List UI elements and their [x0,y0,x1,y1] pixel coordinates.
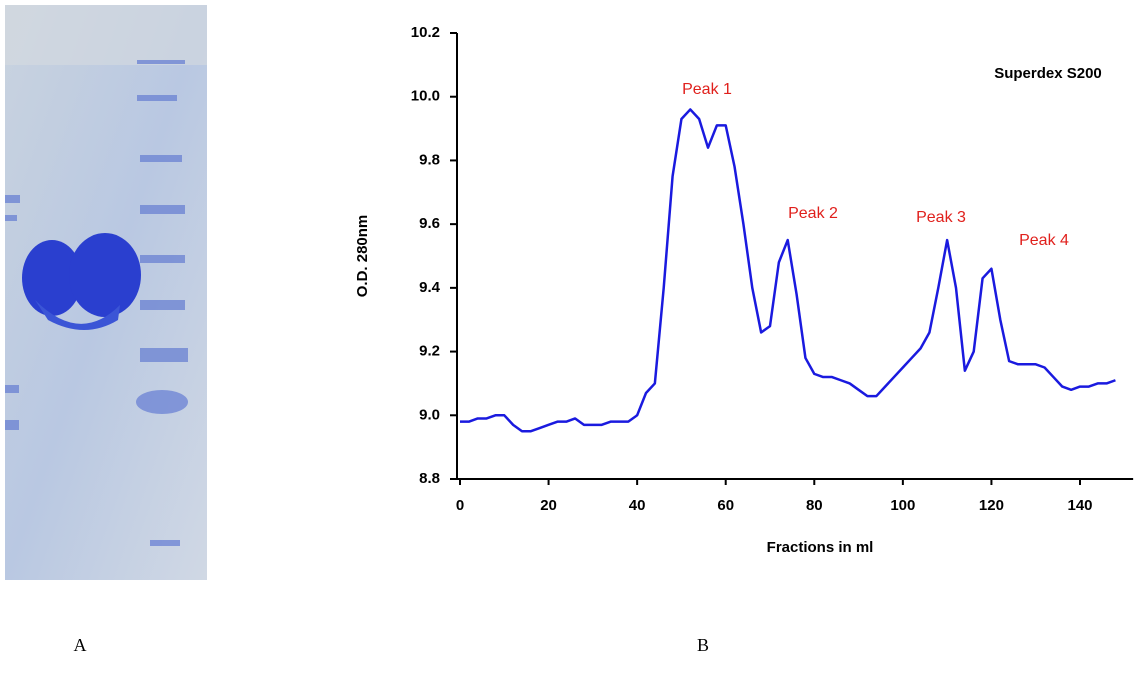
y-tick-label: 9.6 [419,215,440,232]
x-tick-label: 40 [629,497,646,514]
peak-annotation: Peak 2 [788,205,838,222]
gel-image [5,5,207,580]
peak-annotation: Peak 1 [682,81,732,98]
y-tick-label: 9.2 [419,343,440,360]
y-tick-label: 9.0 [419,406,440,423]
x-tick-label: 0 [456,497,464,514]
chart-title: Superdex S200 [994,65,1102,82]
y-axis-title: O.D. 280nm [354,215,371,298]
x-axis-title: Fractions in ml [767,539,874,556]
y-tick-label: 8.8 [419,470,440,487]
y-tick-label: 9.8 [419,151,440,168]
x-tick-label: 20 [540,497,557,514]
y-tick-label: 9.4 [419,279,441,296]
peak-annotation: Peak 3 [916,209,966,226]
x-tick-label: 140 [1067,497,1092,514]
data-line [460,108,1116,433]
x-tick-label: 120 [979,497,1004,514]
panel-label: B [697,635,709,655]
x-tick-label: 100 [890,497,915,514]
peak-annotation: Peak 4 [1019,232,1069,249]
x-tick-label: 60 [717,497,734,514]
y-tick-label: 10.2 [411,24,440,41]
panel-label: A [74,635,87,655]
y-tick-label: 10.0 [411,88,440,105]
x-tick-label: 80 [806,497,823,514]
